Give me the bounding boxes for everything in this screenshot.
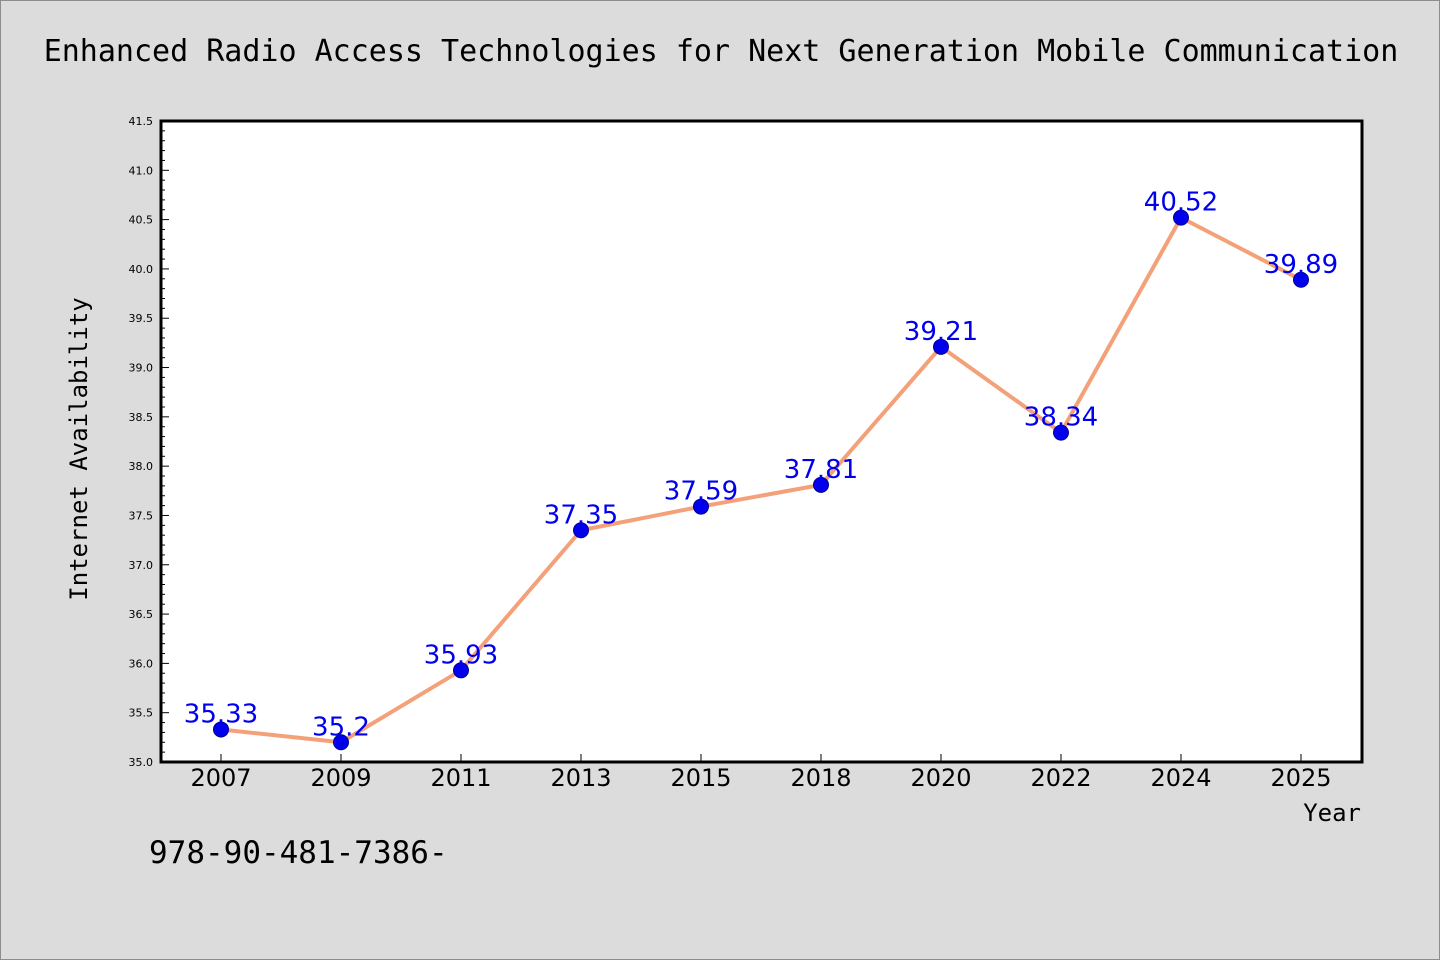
data-point	[333, 734, 349, 751]
x-axis-ticks: 2007 2009 2011 2013 2015 2018 2020 2022 2024 2025	[190, 754, 1332, 792]
x-tick-label: 2009	[310, 764, 371, 792]
y-tick-label: 37.0	[129, 559, 154, 572]
y-tick-label: 39.5	[129, 312, 154, 325]
y-tick-label: 41.5	[129, 115, 154, 128]
x-tick-label: 2020	[910, 764, 971, 792]
data-point	[1053, 424, 1069, 441]
data-label: 37.59	[664, 477, 738, 507]
x-axis-label: Year	[1303, 799, 1361, 827]
y-tick-label: 38.5	[129, 411, 154, 424]
chart-title: Enhanced Radio Access Technologies for N…	[43, 34, 1399, 69]
data-point	[573, 522, 589, 539]
y-tick-label: 40.5	[129, 214, 154, 227]
data-label: 39.89	[1264, 250, 1338, 280]
y-tick-label: 39.0	[129, 362, 154, 375]
data-point	[1173, 209, 1189, 226]
data-label: 39.21	[904, 317, 978, 347]
data-label: 37.81	[784, 455, 858, 485]
data-label: 38.34	[1024, 403, 1098, 433]
x-tick-label: 2011	[430, 764, 491, 792]
data-label: 35.93	[424, 640, 498, 670]
y-axis-ticks: 35.0 35.5 36.0 36.5 37.0 37.5 38.0 38.5 39.0 39.5…	[129, 115, 169, 769]
x-tick-label: 2007	[190, 764, 251, 792]
y-axis-label: Internet Availability	[65, 297, 93, 600]
y-tick-label: 37.5	[129, 509, 154, 522]
y-tick-label: 41.0	[129, 164, 154, 177]
data-point	[1293, 271, 1309, 288]
data-point	[213, 721, 229, 738]
x-tick-label: 2015	[670, 764, 731, 792]
x-tick-label: 2013	[550, 764, 611, 792]
y-tick-label: 35.5	[129, 707, 154, 720]
y-tick-label: 38.0	[129, 460, 154, 473]
x-tick-label: 2024	[1150, 764, 1211, 792]
data-point	[933, 338, 949, 355]
y-tick-label: 40.0	[129, 263, 154, 276]
footnote: 978-90-481-7386-	[149, 835, 448, 871]
plot-area	[161, 121, 1362, 762]
data-point	[453, 662, 469, 679]
series-layer: 35.33 35.2 35.93 37.35 37.59 37.81 39.21 38.34 4…	[184, 188, 1338, 751]
data-label: 35.2	[312, 712, 370, 742]
x-tick-label: 2025	[1270, 764, 1331, 792]
data-label: 40.52	[1144, 188, 1218, 218]
data-label: 37.35	[544, 500, 618, 530]
y-tick-label: 36.0	[129, 657, 154, 670]
x-tick-label: 2022	[1030, 764, 1091, 792]
y-tick-label: 36.5	[129, 608, 154, 621]
x-tick-label: 2018	[790, 764, 851, 792]
data-point	[813, 476, 829, 493]
plot-frame	[159, 119, 1364, 764]
data-label: 35.33	[184, 699, 258, 729]
y-tick-label: 35.0	[129, 756, 154, 769]
series-line	[219, 215, 1303, 745]
data-point	[693, 498, 709, 515]
